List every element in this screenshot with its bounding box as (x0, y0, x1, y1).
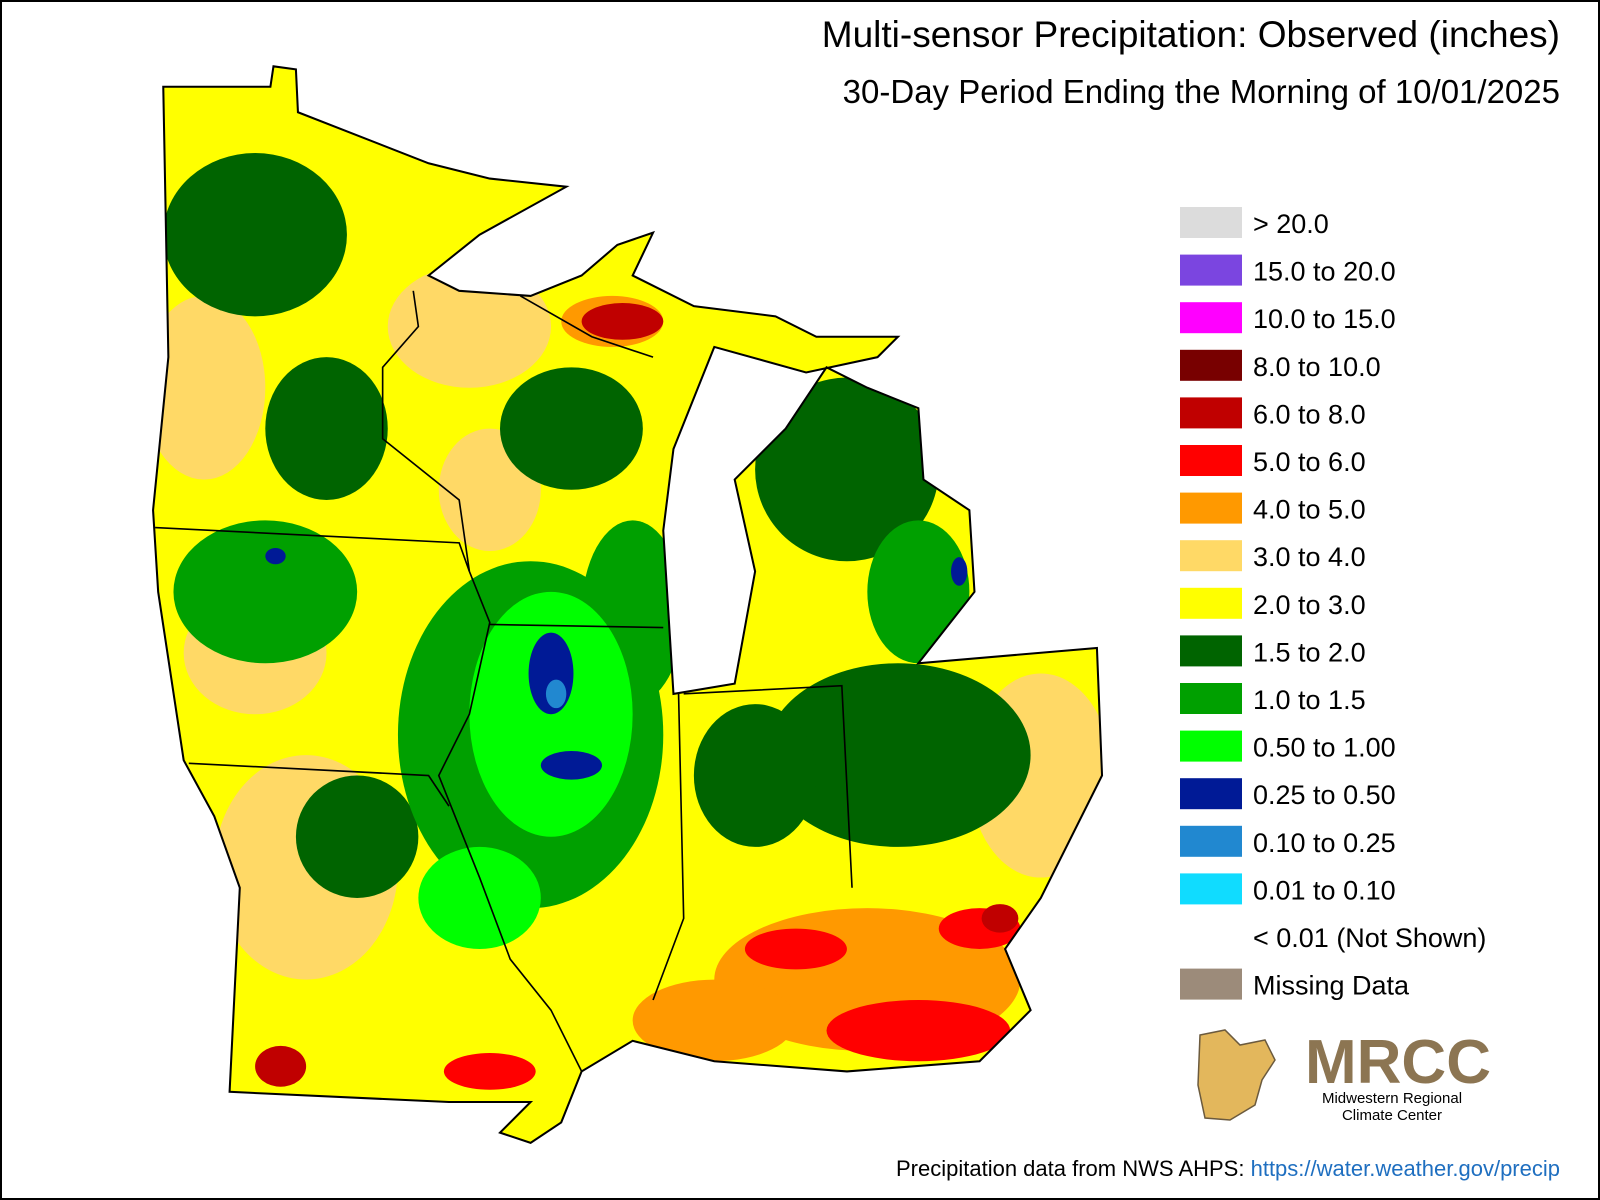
legend-label: 0.01 to 0.10 (1253, 875, 1396, 905)
legend-label: 1.0 to 1.5 (1253, 685, 1366, 715)
legend-swatch (1180, 873, 1242, 905)
legend-swatch (1180, 254, 1242, 286)
legend-swatch (1180, 492, 1242, 524)
legend-swatch (1180, 207, 1242, 238)
footer: Precipitation data from NWS AHPS: https:… (896, 1156, 1560, 1181)
legend-label: 0.50 to 1.00 (1253, 733, 1396, 763)
logo-line: Midwestern Regional (1322, 1090, 1462, 1107)
legend-label: > 20.0 (1253, 209, 1329, 239)
legend-swatch (1180, 968, 1242, 1000)
legend-label: 0.10 to 0.25 (1253, 828, 1396, 858)
legend: > 20.0 15.0 to 20.0 10.0 to 15.0 8.0 to 10.… (1180, 207, 1486, 1001)
mrcc-logo: MRCC Midwestern Regional Climate Center (1197, 1028, 1491, 1124)
map-subtitle: 30-Day Period Ending the Morning of 10/0… (843, 73, 1560, 110)
map-title: Multi-sensor Precipitation: Observed (in… (822, 14, 1560, 55)
precip-map (152, 65, 1104, 1144)
legend-label: 8.0 to 10.0 (1253, 352, 1381, 382)
footer-source: Precipitation data from NWS AHPS: (896, 1156, 1244, 1181)
legend-swatch (1180, 445, 1242, 476)
legend-label: 5.0 to 6.0 (1253, 447, 1366, 477)
logo-acronym: MRCC (1305, 1028, 1491, 1097)
legend-swatch (1180, 349, 1242, 381)
region-outline (152, 65, 1104, 1144)
legend-swatch (1180, 540, 1242, 572)
legend-swatch (1180, 397, 1242, 429)
legend-label: 6.0 to 8.0 (1253, 399, 1366, 429)
legend-label: 15.0 to 20.0 (1253, 257, 1396, 287)
footer-link[interactable]: https://water.weather.gov/precip (1251, 1156, 1560, 1181)
legend-label: 3.0 to 4.0 (1253, 542, 1366, 572)
legend-label: Missing Data (1253, 971, 1410, 1001)
legend-label: 2.0 to 3.0 (1253, 590, 1366, 620)
legend-label: 10.0 to 15.0 (1253, 304, 1396, 334)
legend-swatch (1180, 778, 1242, 810)
state-borders (155, 290, 853, 1072)
legend-label: 1.5 to 2.0 (1253, 637, 1366, 667)
legend-swatch (1180, 635, 1242, 667)
logo-line: Climate Center (1342, 1107, 1442, 1124)
legend-swatch (1180, 825, 1242, 857)
legend-swatch (1180, 683, 1242, 714)
legend-swatch (1180, 587, 1242, 619)
legend-label: < 0.01 (Not Shown) (1253, 923, 1486, 953)
logo-map (1197, 1029, 1276, 1121)
legend-label: 0.25 to 0.50 (1253, 780, 1396, 810)
legend-swatch (1180, 302, 1242, 334)
legend-swatch (1180, 730, 1242, 762)
legend-label: 4.0 to 5.0 (1253, 495, 1366, 525)
